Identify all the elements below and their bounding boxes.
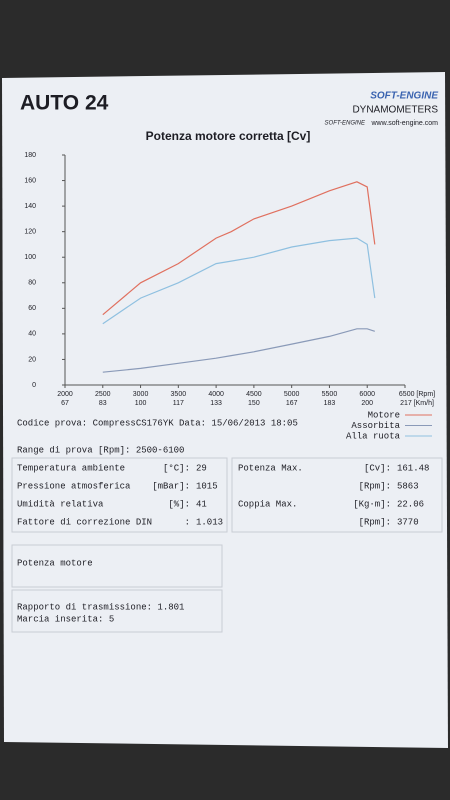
series-line xyxy=(102,181,376,316)
x-tick-label: 5000 xyxy=(284,391,300,398)
legend-label: Motore xyxy=(368,410,400,420)
row-value: 5863 xyxy=(397,481,419,491)
y-tick-label: 100 xyxy=(24,254,36,261)
y-tick-label: 80 xyxy=(28,280,36,287)
y-tick-label: 60 xyxy=(28,305,36,312)
row-label: Pressione atmosferica xyxy=(17,481,131,491)
speed-label: 83 xyxy=(99,400,107,407)
tables: Temperatura ambiente [°C]: 29 Pressione atm… xyxy=(17,463,429,527)
x-tick-label: 4500 xyxy=(246,391,262,398)
row-unit: [mBar]: xyxy=(152,481,190,491)
chart: Potenza motore corretta [Cv] 0 20 40 60 80 100… xyxy=(24,129,435,441)
gear: Marcia inserita: 5 xyxy=(17,614,114,624)
row-unit: [Kg·m]: xyxy=(353,499,391,509)
y-tick-label: 140 xyxy=(24,203,36,210)
y-tick-label: 20 xyxy=(28,356,36,363)
x-tick-label: 3500 xyxy=(171,391,187,398)
speed-label: 117 xyxy=(173,400,184,407)
y-tick-label: 180 xyxy=(24,152,36,159)
y-tick-label: 160 xyxy=(24,177,36,184)
x-tick-label: 2000 xyxy=(57,391,73,398)
section-title: Potenza motore xyxy=(17,558,93,568)
results-box xyxy=(231,457,443,533)
row-unit: [Cv]: xyxy=(364,463,391,473)
website: www.soft-engine.com xyxy=(370,120,438,127)
row-value: 1.013 xyxy=(196,517,223,527)
row-label: Umidità relativa xyxy=(17,499,104,509)
series-line xyxy=(102,328,375,373)
y-tick-label: 40 xyxy=(28,331,36,338)
row-unit: : xyxy=(185,517,190,527)
row-value: 161.48 xyxy=(397,463,429,473)
row-unit: [Rpm]: xyxy=(359,517,391,527)
row-unit: [Rpm]: xyxy=(359,481,391,491)
row-value: 22.06 xyxy=(397,499,424,509)
row-unit: [°C]: xyxy=(163,463,190,473)
y-tick-label: 0 xyxy=(32,382,36,389)
row-value: 1015 xyxy=(196,481,218,491)
chart-title: Potenza motore corretta [Cv] xyxy=(146,129,311,143)
test-code: Codice prova: CompressCS176YK Data: 15/0… xyxy=(17,418,298,428)
x-tick-label: 6500 [Rpm] xyxy=(399,391,435,398)
x-tick-label: 6000 xyxy=(359,391,375,398)
speed-label: 167 xyxy=(286,400,298,407)
row-unit: [%]: xyxy=(168,499,190,509)
series-line xyxy=(102,237,376,325)
logo-brand: SOFT-ENGINE xyxy=(325,121,366,127)
logo: SOFT-ENGINE xyxy=(370,91,438,102)
row-label: Fattore di correzione DIN xyxy=(17,517,152,527)
conditions-box xyxy=(11,457,228,533)
legend-label: Assorbita xyxy=(351,421,400,431)
x-tick-label: 2500 xyxy=(95,391,111,398)
transmission-box xyxy=(11,589,223,633)
logo-sub: DYNAMOMETERS xyxy=(352,105,438,116)
x-tick-label: 3000 xyxy=(133,391,149,398)
speed-label: 67 xyxy=(61,400,69,407)
speed-label: 183 xyxy=(324,400,336,407)
speed-label: 150 xyxy=(248,400,260,407)
speed-label: 133 xyxy=(210,400,222,407)
x-tick-label: 4000 xyxy=(208,391,224,398)
y-tick-label: 120 xyxy=(24,229,36,236)
speed-label: 200 xyxy=(361,400,373,407)
row-label: Coppia Max. xyxy=(238,499,297,509)
speed-label: 217 [Km/h] xyxy=(400,400,434,407)
legend-label: Alla ruota xyxy=(346,431,401,441)
x-tick-label: 5500 xyxy=(322,391,338,398)
report-title: AUTO 24 xyxy=(20,92,109,115)
test-range: Range di prova [Rpm]: 2500-6100 xyxy=(17,445,184,455)
row-value: 29 xyxy=(196,463,207,473)
speed-label: 100 xyxy=(135,400,147,407)
transmission-ratio: Rapporto di trasmissione: 1.801 xyxy=(17,602,184,612)
row-label: Potenza Max. xyxy=(238,463,303,473)
row-value: 3770 xyxy=(397,517,419,527)
section-box xyxy=(11,544,223,588)
row-label: Temperatura ambiente xyxy=(17,463,125,473)
paper xyxy=(2,72,448,748)
row-value: 41 xyxy=(196,499,207,509)
